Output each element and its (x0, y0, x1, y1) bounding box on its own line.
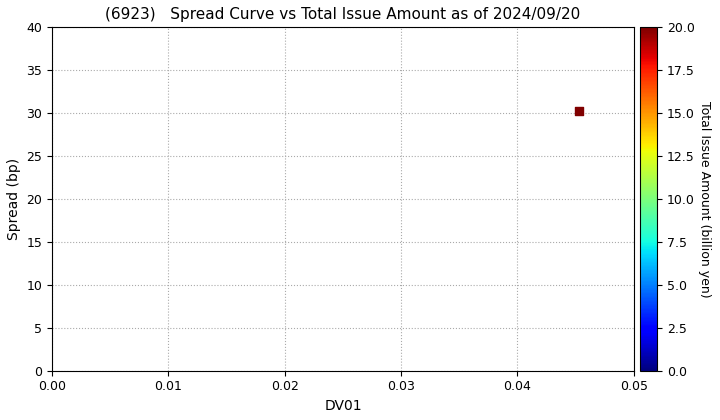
X-axis label: DV01: DV01 (324, 399, 361, 413)
Title: (6923)   Spread Curve vs Total Issue Amount as of 2024/09/20: (6923) Spread Curve vs Total Issue Amoun… (105, 7, 580, 22)
Y-axis label: Total Issue Amount (billion yen): Total Issue Amount (billion yen) (698, 101, 711, 297)
Point (573, 107, 585, 114)
Y-axis label: Spread (bp): Spread (bp) (7, 158, 21, 240)
